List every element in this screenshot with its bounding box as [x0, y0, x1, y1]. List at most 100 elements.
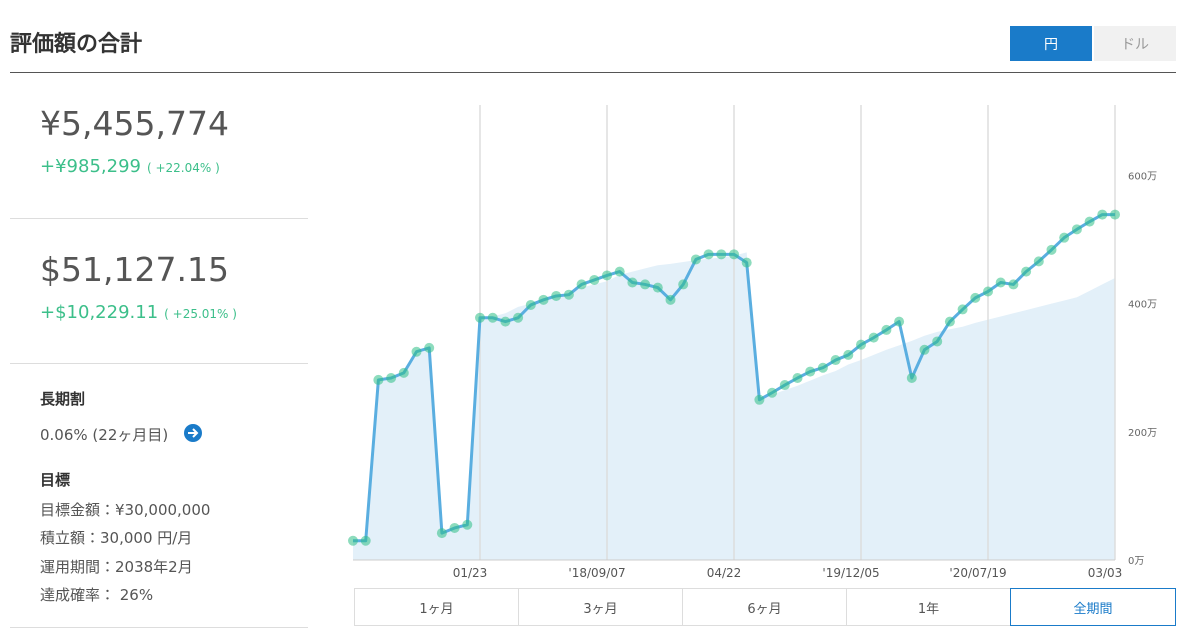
marker: [779, 380, 790, 391]
total-jpy: ¥5,455,774: [40, 104, 229, 143]
marker: [1021, 266, 1032, 277]
marker: [411, 346, 422, 357]
marker: [894, 316, 905, 327]
goal-item: 達成確率： 26%: [40, 586, 154, 604]
marker: [1071, 224, 1082, 235]
divider: [10, 72, 1176, 73]
period-button[interactable]: 1年: [846, 588, 1011, 626]
marker: [868, 332, 879, 343]
marker: [678, 279, 689, 290]
page-title: 評価額の合計: [10, 32, 143, 57]
goal-item: 運用期間：2038年2月: [40, 558, 193, 576]
marker: [944, 316, 955, 327]
marker: [551, 290, 562, 301]
marker: [602, 270, 612, 281]
discount-text: 0.06% (22ヶ月目): [40, 426, 169, 444]
marker: [462, 519, 473, 530]
marker: [1033, 256, 1044, 267]
marker: [614, 266, 625, 277]
x-tick-label: 01/23: [453, 566, 488, 580]
period-button[interactable]: 3ヶ月: [518, 588, 683, 626]
marker: [983, 286, 993, 297]
marker: [652, 282, 663, 293]
marker: [957, 304, 968, 315]
currency-toggle[interactable]: ドル: [1094, 26, 1176, 61]
divider: [10, 627, 308, 628]
marker: [1110, 209, 1120, 220]
goal-item: 積立額：30,000 円/月: [40, 529, 193, 547]
x-tick-label: 04/22: [707, 566, 742, 580]
marker: [360, 535, 371, 546]
gain-pct: ( +25.01% ): [164, 307, 237, 321]
marker: [817, 362, 828, 373]
x-tick-label: '20/07/19: [949, 566, 1006, 580]
marker: [487, 312, 498, 323]
arrow-icon: [188, 428, 199, 438]
period-button[interactable]: 6ヶ月: [682, 588, 847, 626]
section-title: 目標: [40, 471, 71, 489]
marker: [525, 299, 536, 310]
x-tick-label: '18/09/07: [568, 566, 625, 580]
marker: [754, 394, 765, 405]
marker: [741, 257, 752, 268]
period-button[interactable]: 全期間: [1010, 588, 1176, 626]
marker: [1008, 279, 1019, 290]
section-title: 長期割: [40, 390, 86, 408]
marker: [716, 249, 727, 260]
arrow-button[interactable]: [183, 423, 203, 443]
marker: [563, 289, 574, 300]
y-tick-label: 0万: [1128, 556, 1144, 567]
marker: [627, 277, 638, 288]
divider: [10, 218, 308, 219]
marker: [805, 366, 816, 377]
marker: [1097, 209, 1108, 220]
marker: [970, 292, 981, 303]
marker: [386, 373, 397, 383]
marker: [729, 249, 739, 260]
total-usd: $51,127.15: [40, 250, 229, 289]
marker: [1059, 232, 1070, 243]
marker: [1084, 216, 1095, 227]
marker: [500, 316, 511, 327]
marker: [538, 294, 549, 305]
marker: [589, 274, 600, 285]
marker: [398, 367, 409, 378]
marker: [690, 254, 701, 265]
currency-toggle[interactable]: 円: [1010, 26, 1092, 61]
gain-jpy: +¥985,299 ( +22.04% ): [40, 156, 220, 177]
y-tick-label: 400万: [1128, 300, 1157, 311]
y-tick-label: 600万: [1128, 171, 1157, 182]
marker: [424, 342, 435, 353]
gain: +¥985,299: [40, 156, 141, 177]
period-button[interactable]: 1ヶ月: [354, 588, 519, 626]
divider: [10, 363, 308, 364]
marker: [436, 528, 447, 539]
goal-item: 目標金額：¥30,000,000: [40, 501, 211, 519]
marker: [475, 312, 485, 323]
x-tick-label: '19/12/05: [822, 566, 879, 580]
marker: [348, 535, 358, 546]
marker: [995, 277, 1006, 288]
marker: [373, 374, 384, 385]
x-tick-label: 03/03: [1088, 566, 1123, 580]
marker: [830, 355, 841, 366]
marker: [576, 279, 587, 290]
marker: [881, 324, 892, 335]
gain-usd: +$10,229.11 ( +25.01% ): [40, 302, 237, 323]
y-tick-label: 200万: [1128, 428, 1157, 439]
marker: [665, 294, 676, 305]
marker: [856, 339, 866, 350]
marker: [919, 344, 930, 355]
marker: [703, 249, 714, 260]
marker: [1046, 244, 1057, 255]
marker: [843, 349, 854, 360]
gain-pct: ( +22.04% ): [146, 161, 220, 175]
marker: [932, 336, 943, 347]
marker: [513, 312, 524, 323]
marker: [906, 373, 917, 383]
marker: [767, 387, 778, 398]
marker: [792, 373, 803, 383]
marker: [640, 279, 651, 290]
